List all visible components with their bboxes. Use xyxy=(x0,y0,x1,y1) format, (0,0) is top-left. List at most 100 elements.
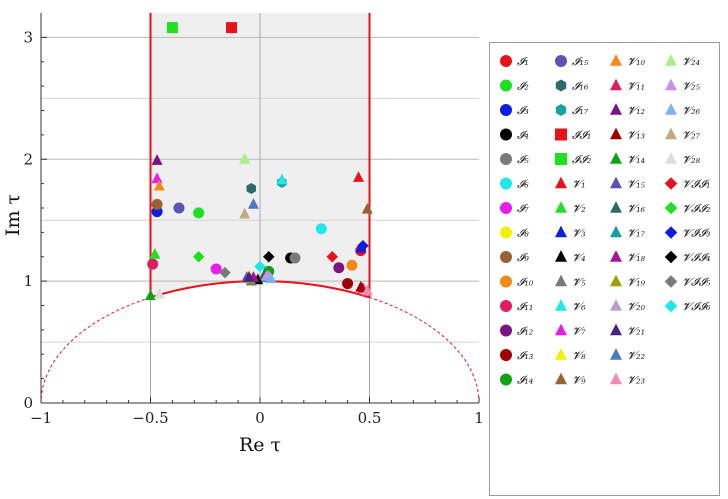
point-vii6 xyxy=(254,260,266,273)
legend-label-v24: 𝓥₂₄ xyxy=(682,55,700,68)
legend-label-v20: 𝓥₂₀ xyxy=(627,300,646,313)
legend-marker-vii2 xyxy=(664,201,678,215)
legend-label-v8: 𝓥₈ xyxy=(572,349,586,362)
y-tick-label: 3 xyxy=(23,28,33,46)
legend-marker-v16 xyxy=(610,201,622,213)
point-i2 xyxy=(193,207,205,219)
legend-marker-i15 xyxy=(555,55,567,67)
x-tick-label: −1 xyxy=(30,409,52,427)
legend-marker-i16 xyxy=(555,79,567,92)
y-tick-label: 1 xyxy=(23,272,33,290)
point-i11 xyxy=(147,258,159,270)
legend-marker-v24 xyxy=(665,54,677,66)
legend-label-ii1: 𝓘𝓘₁ xyxy=(572,129,591,142)
x-axis-title: Re τ xyxy=(239,434,281,456)
legend-marker-v6 xyxy=(555,299,567,311)
legend-marker-v7 xyxy=(555,323,567,336)
legend-label-v12: 𝓥₁₂ xyxy=(627,104,645,117)
legend-marker-vii4 xyxy=(664,250,678,264)
legend-label-v19: 𝓥₁₉ xyxy=(627,276,646,289)
legend-label-v5: 𝓥₅ xyxy=(572,276,586,289)
legend-marker-v27 xyxy=(665,127,677,140)
legend-label-i4: 𝓘₄ xyxy=(517,129,529,142)
legend-label-i12: 𝓘₁₂ xyxy=(517,325,533,338)
legend-marker-i17 xyxy=(555,104,567,116)
point-v7 xyxy=(151,172,163,184)
legend-marker-v19 xyxy=(610,274,622,287)
point-v6 xyxy=(276,173,288,185)
legend-marker-v4 xyxy=(555,250,567,262)
legend-label-vii1: 𝓥𝓘𝓘₁ xyxy=(682,178,710,191)
point-i13 xyxy=(342,278,354,290)
legend-marker-v26 xyxy=(665,103,677,115)
legend-marker-v23 xyxy=(610,372,622,385)
point-v24 xyxy=(239,152,251,164)
legend-label-v1: 𝓥₁ xyxy=(572,178,586,191)
x-tick-label: −0.5 xyxy=(132,409,168,427)
legend-marker-vii1 xyxy=(664,177,678,190)
point-v26 xyxy=(265,272,277,284)
legend-marker-vii3 xyxy=(664,226,678,239)
legend-label-i5: 𝓘₅ xyxy=(517,153,529,166)
legend-label-v15: 𝓥₁₅ xyxy=(627,178,646,191)
legend-label-v23: 𝓥₂₃ xyxy=(627,374,645,387)
point-ii2 xyxy=(166,22,178,34)
legend-label-v26: 𝓥₂₆ xyxy=(682,104,701,117)
legend-label-i11: 𝓘₁₁ xyxy=(517,300,533,313)
legend-marker-v22 xyxy=(610,348,622,360)
point-i5 xyxy=(289,252,301,264)
point-v23 xyxy=(361,284,373,296)
point-v27 xyxy=(239,207,251,219)
scatter-plot: −1 −0.5 0 0.5 1 0 1 2 3 Re τ Im τ xyxy=(2,13,484,456)
legend-marker-vii6 xyxy=(664,299,678,313)
point-v13 xyxy=(355,280,367,292)
legend-label-v4: 𝓥₄ xyxy=(572,251,586,264)
legend-marker-v18 xyxy=(610,250,622,262)
legend-label-i7: 𝓘₇ xyxy=(517,202,529,215)
y-tick-label: 0 xyxy=(23,394,33,412)
legend-marker-i6 xyxy=(500,177,512,190)
legend-label-i13: 𝓘₁₃ xyxy=(517,349,533,362)
legend-marker-i8 xyxy=(500,226,512,239)
legend-label-i1: 𝓘₁ xyxy=(517,55,529,68)
legend-label-v14: 𝓥₁₄ xyxy=(627,153,645,166)
data-points-layer xyxy=(145,22,373,301)
legend-label-i15: 𝓘₁₅ xyxy=(572,55,589,68)
y-tick-label: 2 xyxy=(23,150,33,168)
point-v14 xyxy=(145,289,156,301)
legend-marker-v12 xyxy=(610,103,622,115)
x-tick-label: 1 xyxy=(474,409,484,427)
legend-label-vii3: 𝓥𝓘𝓘₃ xyxy=(682,227,710,240)
legend-marker-v14 xyxy=(610,152,622,164)
axes-layer: −1 −0.5 0 0.5 1 0 1 2 3 xyxy=(23,13,484,427)
legend-label-v9: 𝓥₉ xyxy=(572,374,586,387)
legend-label-i2: 𝓘₂ xyxy=(517,80,529,93)
x-tick-label: 0.5 xyxy=(358,409,382,427)
point-vii3 xyxy=(357,240,369,252)
legend-label-i9: 𝓘₉ xyxy=(517,251,529,264)
legend-marker-v25 xyxy=(665,78,677,91)
point-vii4 xyxy=(262,250,275,263)
legend-label-v17: 𝓥₁₇ xyxy=(627,227,646,240)
legend-label-v3: 𝓥₃ xyxy=(572,227,586,240)
legend-marker-v8 xyxy=(555,348,567,360)
y-axis-title: Im τ xyxy=(2,194,24,236)
legend-label-v7: 𝓥₇ xyxy=(572,325,586,338)
legend-label-i14: 𝓘₁₄ xyxy=(517,374,533,387)
legend-marker-i5 xyxy=(500,153,512,165)
legend-marker-i12 xyxy=(500,324,512,337)
legend-label-v21: 𝓥₂₁ xyxy=(627,325,645,338)
legend-marker-v17 xyxy=(610,225,622,238)
legend-marker-i3 xyxy=(500,104,512,116)
legend-label-v11: 𝓥₁₁ xyxy=(627,80,645,93)
legend-label-i10: 𝓘₁₀ xyxy=(517,276,534,289)
legend-label-v28: 𝓥₂₈ xyxy=(682,153,701,166)
point-ii1 xyxy=(226,22,238,34)
point-v28 xyxy=(153,288,165,299)
legend-label-ii2: 𝓘𝓘₂ xyxy=(572,153,591,166)
point-i9 xyxy=(151,198,163,210)
legend: 𝓘₁ 𝓘₂ 𝓘₃ 𝓘₄ 𝓘₅ 𝓘₆ 𝓘₇ 𝓘₈ 𝓘₉ 𝓘₁₀ 𝓘₁₁ 𝓘₁₂ 𝓘₁₃ 𝓘₁₄ 𝓘₁₅ 𝓘₁₆ 𝓘… xyxy=(489,42,720,496)
legend-marker-v3 xyxy=(555,225,567,238)
legend-marker-v13 xyxy=(610,127,622,140)
legend-label-i16: 𝓘₁₆ xyxy=(572,80,589,93)
